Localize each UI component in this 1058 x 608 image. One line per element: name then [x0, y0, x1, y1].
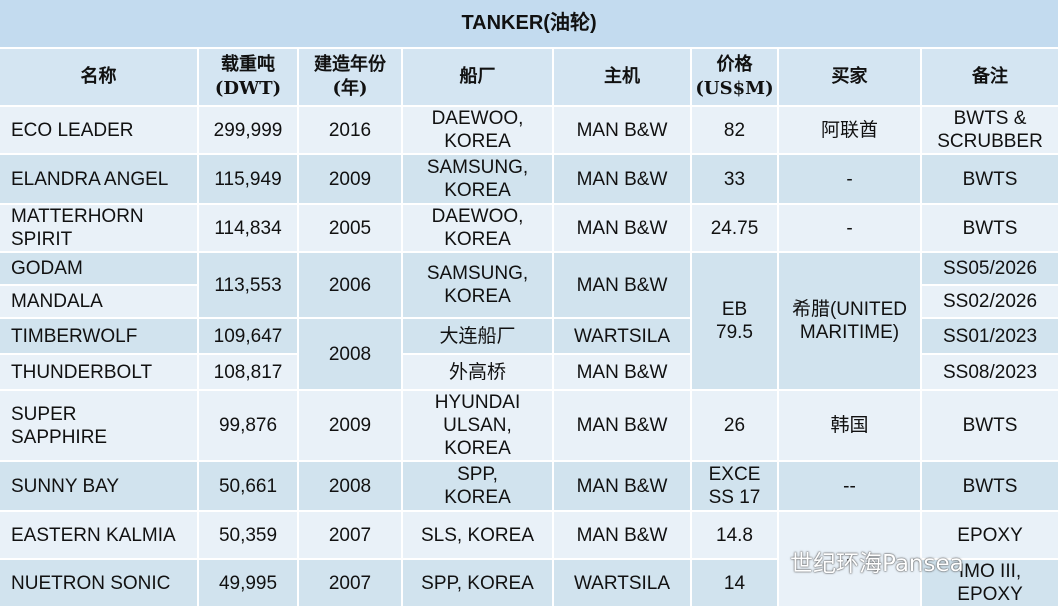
cell: SAMSUNG, KOREA	[403, 253, 552, 317]
cell: 2007	[299, 560, 401, 606]
cell: SS02/2026	[922, 286, 1058, 317]
ship-name: MANDALA	[0, 286, 197, 317]
cell: 2009	[299, 155, 401, 203]
column-header: 名称	[0, 49, 197, 105]
table-row: GODAM 113,553 2006 SAMSUNG, KOREA MAN B&W EB …	[0, 253, 1058, 389]
column-header: 价格 (US$M)	[692, 49, 777, 105]
cell: BWTS	[922, 462, 1058, 510]
table-row: NUETRON SONIC 49,995 2007 SPP, KOREA WARTSIL…	[0, 560, 1058, 606]
cell: 49,995	[199, 560, 297, 606]
cell: MAN B&W	[554, 155, 690, 203]
cell: SAMSUNG, KOREA	[403, 155, 552, 203]
cell: 14.8	[692, 512, 777, 558]
cell: MAN B&W	[554, 512, 690, 558]
cell: 115,949	[199, 155, 297, 203]
cell: DAEWOO, KOREA	[403, 107, 552, 153]
column-header: 载重吨 (DWT)	[199, 49, 297, 105]
cell: WARTSILA	[554, 560, 690, 606]
cell: 2005	[299, 205, 401, 251]
cell: 24.75	[692, 205, 777, 251]
cell: MAN B&W	[554, 107, 690, 153]
cell: --	[779, 462, 920, 510]
cell: 114,834	[199, 205, 297, 251]
cell: HYUNDAI ULSAN, KOREA	[403, 391, 552, 460]
cell: BWTS	[922, 155, 1058, 203]
cell: 99,876	[199, 391, 297, 460]
table-row: MANDALA SS02/2026	[0, 286, 1058, 317]
cell: SS08/2023	[922, 355, 1058, 389]
ship-name: THUNDERBOLT	[0, 355, 197, 389]
cell: MAN B&W	[554, 253, 690, 317]
cell: EB 79.5	[692, 253, 777, 389]
cell: BWTS	[922, 205, 1058, 251]
cell: WARTSILA	[554, 319, 690, 353]
table-row: ELANDRA ANGEL 115,949 2009 SAMSUNG, KOREA MA…	[0, 155, 1058, 203]
cell: 韩国	[779, 391, 920, 460]
cell: SLS, KOREA	[403, 512, 552, 558]
cell: MAN B&W	[554, 391, 690, 460]
cell: 2009	[299, 391, 401, 460]
cell: MAN B&W	[554, 355, 690, 389]
cell: EXCE SS 17	[692, 462, 777, 510]
table-row: SUPER SAPPHIRE 99,876 2009 HYUNDAI ULSAN, K…	[0, 391, 1058, 460]
ship-name: SUPER SAPPHIRE	[0, 391, 197, 460]
cell: 50,661	[199, 462, 297, 510]
table-row: THUNDERBOLT 108,817 外高桥 MAN B&W SS08/2023	[0, 355, 1058, 389]
ship-name: TIMBERWOLF	[0, 319, 197, 353]
cell: SS01/2023	[922, 319, 1058, 353]
cell: 大连船厂	[403, 319, 552, 353]
cell: SPP, KOREA	[403, 462, 552, 510]
ship-name: MATTERHORN SPIRIT	[0, 205, 197, 251]
cell: 299,999	[199, 107, 297, 153]
ship-name: ELANDRA ANGEL	[0, 155, 197, 203]
cell: 50,359	[199, 512, 297, 558]
cell: -	[779, 205, 920, 251]
cell: -	[779, 155, 920, 203]
table-title: TANKER(油轮)	[0, 0, 1058, 47]
ship-name: GODAM	[0, 253, 197, 284]
ship-name: ECO LEADER	[0, 107, 197, 153]
cell: 阿联酋	[779, 107, 920, 153]
watermark: 世纪环海Pansea	[790, 551, 964, 577]
cell: 2008	[299, 319, 401, 389]
column-header: 建造年份 (年)	[299, 49, 401, 105]
ship-name: NUETRON SONIC	[0, 560, 197, 606]
cell: 2016	[299, 107, 401, 153]
cell: 82	[692, 107, 777, 153]
ship-name: EASTERN KALMIA	[0, 512, 197, 558]
column-header: 主机	[554, 49, 690, 105]
cell: SPP, KOREA	[403, 560, 552, 606]
table-row: ECO LEADER 299,999 2016 DAEWOO, KOREA MAN B&…	[0, 107, 1058, 153]
table-row: TIMBERWOLF 109,647 2008 大连船厂 WARTSILA SS01/20…	[0, 319, 1058, 389]
ship-name: SUNNY BAY	[0, 462, 197, 510]
column-header: 买家	[779, 49, 920, 105]
table-row: MATTERHORN SPIRIT 114,834 2005 DAEWOO, KORE…	[0, 205, 1058, 251]
cell: 108,817	[199, 355, 297, 389]
column-header: 备注	[922, 49, 1058, 105]
cell: 2007	[299, 512, 401, 558]
table-row: EASTERN KALMIA 50,359 2007 SLS, KOREA MAN B&…	[0, 512, 1058, 606]
cell: 2006	[299, 253, 401, 317]
cell: 113,553	[199, 253, 297, 317]
cell: -	[779, 512, 920, 606]
cell: 14	[692, 560, 777, 606]
cell: SS05/2026	[922, 253, 1058, 284]
cell: 109,647	[199, 319, 297, 353]
column-header: 船厂	[403, 49, 552, 105]
table-row: SUNNY BAY 50,661 2008 SPP, KOREA MAN B&W EXCE…	[0, 462, 1058, 510]
cell: 希腊(UNITED MARITIME)	[779, 253, 920, 389]
cell: IMO III, EPOXY	[922, 560, 1058, 606]
cell: BWTS	[922, 391, 1058, 460]
cell: 26	[692, 391, 777, 460]
cell: EPOXY	[922, 512, 1058, 558]
cell: DAEWOO, KOREA	[403, 205, 552, 251]
cell: MAN B&W	[554, 205, 690, 251]
cell: BWTS & SCRUBBER	[922, 107, 1058, 153]
cell: MAN B&W	[554, 462, 690, 510]
cell: 2008	[299, 462, 401, 510]
cell: 33	[692, 155, 777, 203]
cell: 外高桥	[403, 355, 552, 389]
